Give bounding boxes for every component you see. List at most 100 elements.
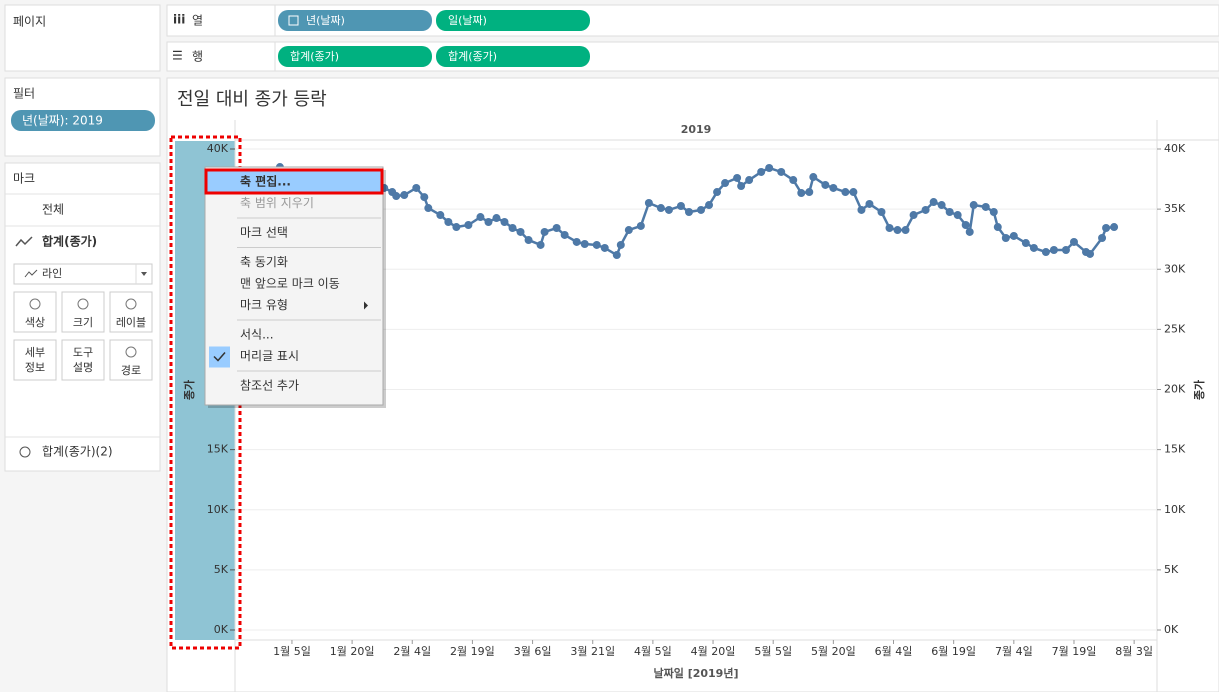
point[interactable] [508, 224, 517, 233]
point[interactable] [572, 237, 581, 246]
point[interactable] [789, 176, 798, 185]
point[interactable] [536, 240, 545, 249]
point[interactable] [937, 201, 946, 210]
point[interactable] [737, 182, 746, 191]
point[interactable] [953, 211, 962, 220]
point[interactable] [656, 204, 665, 213]
point[interactable] [516, 227, 525, 236]
point[interactable] [1110, 223, 1119, 232]
menu-item[interactable]: 서식... [240, 328, 274, 342]
marks-measure2[interactable]: 합계(종가)(2) [42, 445, 113, 459]
point[interactable] [1021, 239, 1030, 248]
menu-item[interactable]: 축 동기화 [240, 255, 288, 269]
shelf-pill[interactable] [278, 10, 432, 31]
menu-item[interactable]: 마크 선택 [240, 226, 288, 240]
point[interactable] [476, 213, 485, 222]
point[interactable] [921, 205, 930, 214]
point[interactable] [624, 226, 633, 235]
shelf-pill[interactable] [436, 10, 590, 31]
point[interactable] [909, 211, 918, 220]
point[interactable] [636, 221, 645, 230]
point[interactable] [436, 211, 445, 220]
menu-item[interactable]: 맨 앞으로 마크 이동 [240, 277, 340, 291]
point[interactable] [733, 173, 742, 182]
point[interactable] [552, 224, 561, 233]
point[interactable] [664, 205, 673, 214]
point[interactable] [1029, 243, 1038, 252]
point[interactable] [1102, 224, 1111, 233]
marks-all[interactable]: 전체 [42, 203, 64, 217]
point[interactable] [612, 251, 621, 260]
point[interactable] [1086, 249, 1095, 258]
point[interactable] [797, 189, 806, 198]
point[interactable] [961, 220, 970, 229]
point[interactable] [1001, 233, 1010, 242]
point[interactable] [945, 208, 954, 217]
point[interactable] [981, 202, 990, 211]
point[interactable] [392, 192, 401, 201]
point[interactable] [412, 183, 421, 192]
point[interactable] [713, 188, 722, 197]
menu-item[interactable]: 참조선 추가 [240, 379, 299, 393]
point[interactable] [560, 230, 569, 239]
point[interactable] [965, 227, 974, 236]
point[interactable] [420, 193, 429, 202]
filter-pill[interactable] [11, 110, 155, 131]
point[interactable] [857, 205, 866, 214]
point[interactable] [684, 208, 693, 217]
shelf-pill[interactable] [436, 46, 590, 67]
point[interactable] [592, 240, 601, 249]
point[interactable] [705, 201, 714, 210]
point[interactable] [1069, 237, 1078, 246]
point[interactable] [644, 198, 653, 207]
point[interactable] [1009, 231, 1018, 240]
point[interactable] [777, 167, 786, 176]
point[interactable] [676, 201, 685, 210]
point[interactable] [1098, 233, 1107, 242]
point[interactable] [969, 201, 978, 210]
point[interactable] [757, 167, 766, 176]
point[interactable] [829, 183, 838, 192]
point[interactable] [809, 173, 818, 182]
point[interactable] [993, 223, 1002, 232]
point[interactable] [929, 198, 938, 207]
point[interactable] [697, 205, 706, 214]
point[interactable] [1049, 246, 1058, 255]
point[interactable] [452, 223, 461, 232]
point[interactable] [721, 179, 730, 188]
point[interactable] [989, 208, 998, 217]
point[interactable] [444, 217, 453, 226]
point[interactable] [524, 236, 533, 245]
point[interactable] [464, 220, 473, 229]
menu-item[interactable]: 축 편집... [240, 174, 291, 189]
mark-type-dropdown[interactable] [13, 263, 153, 285]
point[interactable] [885, 224, 894, 233]
marks-measure[interactable]: 합계(종가) [42, 234, 97, 249]
point[interactable] [424, 204, 433, 213]
mark-button[interactable] [13, 339, 57, 381]
point[interactable] [821, 180, 830, 189]
point[interactable] [616, 240, 625, 249]
point[interactable] [600, 243, 609, 252]
point[interactable] [1061, 246, 1070, 255]
menu-item[interactable]: 마크 유형 [240, 298, 288, 312]
point[interactable] [901, 226, 910, 235]
point[interactable] [500, 217, 509, 226]
point[interactable] [580, 239, 589, 248]
point[interactable] [893, 226, 902, 235]
point[interactable] [492, 214, 501, 223]
point[interactable] [865, 199, 874, 208]
point[interactable] [805, 188, 814, 197]
point[interactable] [540, 227, 549, 236]
menu-item[interactable]: 머리글 표시 [240, 349, 299, 363]
point[interactable] [484, 217, 493, 226]
mark-button[interactable] [61, 339, 105, 381]
point[interactable] [400, 191, 409, 200]
point[interactable] [849, 188, 858, 197]
point[interactable] [877, 208, 886, 217]
point[interactable] [1041, 248, 1050, 257]
point[interactable] [841, 188, 850, 197]
point[interactable] [765, 163, 774, 172]
point[interactable] [745, 176, 754, 185]
shelf-pill[interactable] [278, 46, 432, 67]
